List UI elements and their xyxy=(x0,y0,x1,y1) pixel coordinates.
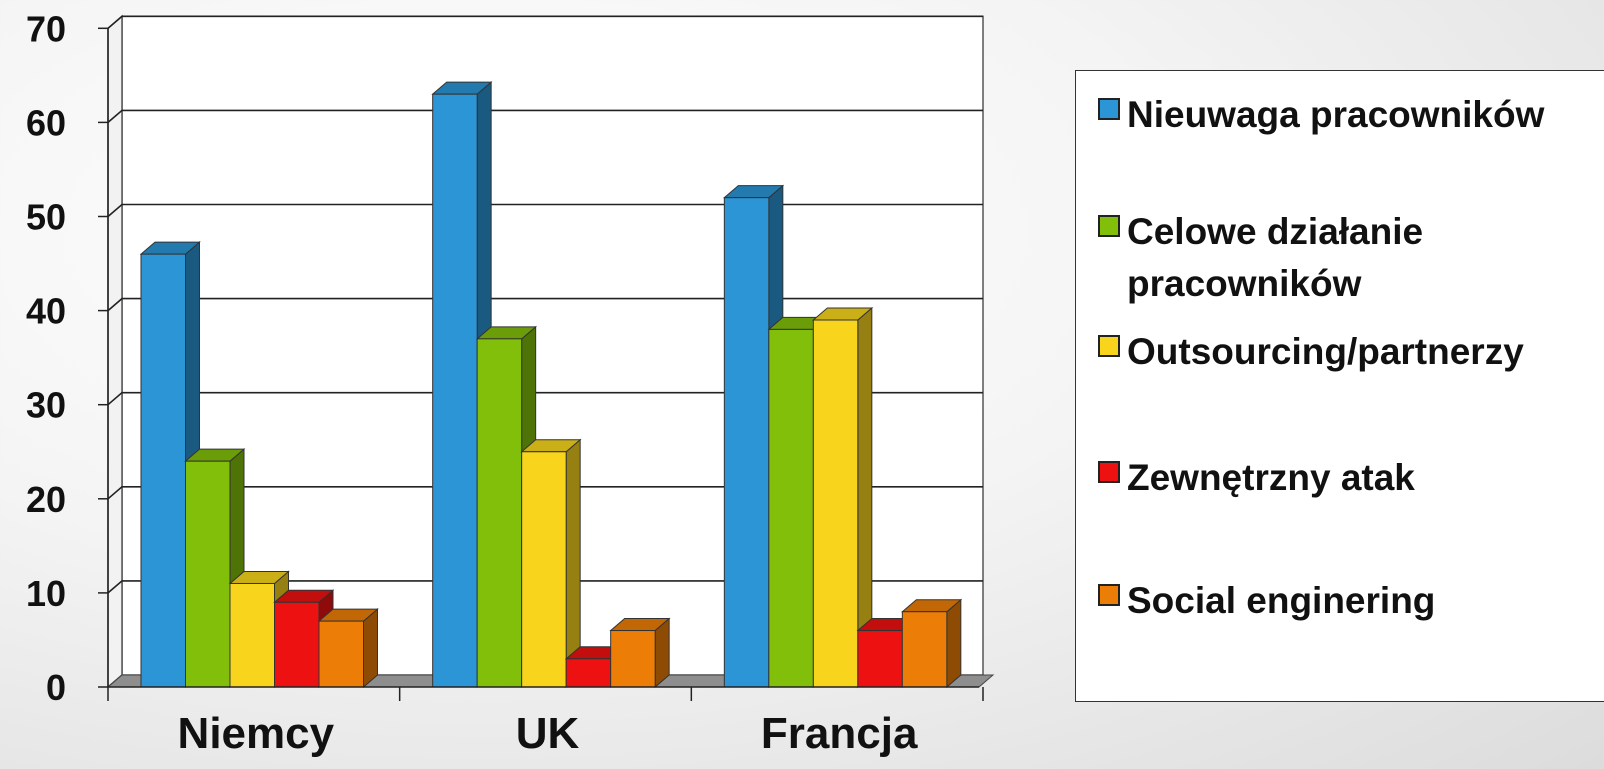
bar-front xyxy=(140,253,186,688)
legend-swatch xyxy=(1098,584,1120,606)
legend-swatch xyxy=(1098,98,1120,120)
x-category-label: Francja xyxy=(761,709,918,758)
bar-front xyxy=(857,630,903,688)
y-tick-label: 30 xyxy=(26,385,66,426)
gridlines xyxy=(107,15,983,594)
bar xyxy=(520,438,582,689)
legend-item-social: Social enginering xyxy=(1098,575,1604,627)
legend-item-nieuwaga: Nieuwaga pracowników xyxy=(1098,89,1604,141)
legend-item-zewnetrzny: Zewnętrzny atak xyxy=(1098,452,1604,504)
y-tick-label: 60 xyxy=(26,102,66,143)
legend-item-outsourcing: Outsourcing/partnerzy xyxy=(1098,326,1604,378)
bar-front xyxy=(318,620,364,688)
gridline xyxy=(107,580,983,594)
legend-label: Zewnętrzny atak xyxy=(1127,457,1415,498)
bar-front xyxy=(768,328,814,688)
legend: Nieuwaga pracowników Celowe działanie pr… xyxy=(1075,70,1604,702)
axes xyxy=(98,27,984,701)
legend-swatch xyxy=(1098,461,1120,483)
gridline xyxy=(107,297,983,312)
bar-front xyxy=(274,601,320,688)
legend-swatch xyxy=(1098,215,1120,237)
y-tick-label: 70 xyxy=(26,8,66,49)
y-tick-label: 10 xyxy=(26,573,66,614)
legend-label: Celowe działanie pracowników xyxy=(1127,211,1424,304)
x-category-label: Niemcy xyxy=(178,709,335,758)
gridline xyxy=(107,485,983,500)
bars xyxy=(139,81,963,689)
bar-front xyxy=(610,630,656,688)
bar-chart: 0 10 20 30 40 50 60 70 Niemcy UK Francja xyxy=(26,8,995,758)
bar-front xyxy=(812,319,859,688)
y-tick-label: 0 xyxy=(46,667,66,708)
legend-swatch xyxy=(1098,335,1120,357)
bar-front xyxy=(476,338,523,688)
gridline xyxy=(107,391,983,406)
bar xyxy=(900,598,963,689)
bar-front xyxy=(723,197,770,688)
legend-label: Outsourcing/partnerzy xyxy=(1127,331,1524,372)
x-category-labels: Niemcy UK Francja xyxy=(178,709,918,758)
bar-side xyxy=(363,608,378,689)
gridline xyxy=(107,15,983,29)
legend-label: Nieuwaga pracowników xyxy=(1127,94,1545,135)
x-category-label: UK xyxy=(516,709,580,758)
bar xyxy=(609,617,671,689)
bar-front xyxy=(432,93,478,688)
gridline xyxy=(107,109,983,124)
bar-side xyxy=(946,598,962,689)
bar-front xyxy=(565,658,612,688)
legend-item-celowe: Celowe działanie pracowników xyxy=(1098,206,1477,310)
bar-front xyxy=(901,611,948,688)
y-tick-label: 20 xyxy=(26,479,66,520)
y-tick-label: 40 xyxy=(26,291,66,332)
legend-label: Social enginering xyxy=(1127,580,1436,621)
bar xyxy=(317,608,379,689)
y-tick-label: 50 xyxy=(26,197,66,238)
y-tick-labels: 0 10 20 30 40 50 60 70 xyxy=(26,8,66,708)
gridline xyxy=(107,203,983,218)
bar-front xyxy=(185,460,231,688)
bar-front xyxy=(229,582,275,688)
bar-front xyxy=(521,451,567,688)
